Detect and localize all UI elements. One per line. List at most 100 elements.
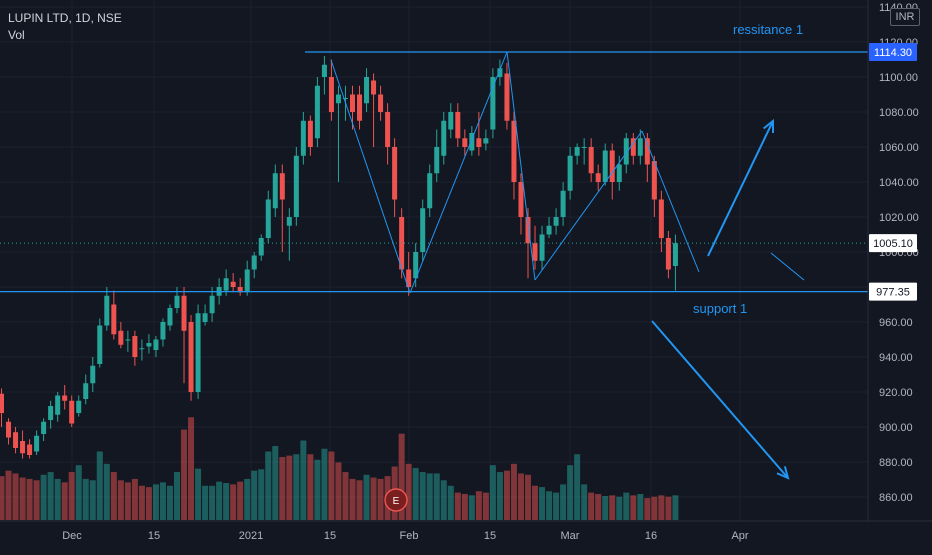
candle[interactable] [420, 199, 426, 261]
candle[interactable] [378, 85, 384, 121]
candle[interactable] [160, 318, 166, 347]
candle[interactable] [595, 164, 601, 191]
candle[interactable] [357, 85, 363, 130]
candle[interactable] [504, 63, 510, 130]
candle[interactable] [644, 133, 650, 182]
candle[interactable] [518, 173, 524, 235]
candle[interactable] [567, 147, 573, 200]
candle[interactable] [139, 339, 145, 361]
candle[interactable] [272, 164, 278, 218]
candle[interactable] [111, 290, 117, 340]
candle[interactable] [483, 129, 489, 151]
candle[interactable] [511, 112, 517, 200]
candle[interactable] [328, 59, 334, 121]
candle[interactable] [286, 208, 292, 261]
candle[interactable] [13, 427, 19, 454]
candle[interactable] [665, 231, 671, 279]
candle[interactable] [392, 138, 398, 217]
candle[interactable] [399, 208, 405, 279]
candle[interactable] [195, 304, 201, 400]
pattern-line-5[interactable] [641, 130, 700, 273]
candle[interactable] [364, 68, 370, 112]
symbol-title[interactable]: LUPIN LTD, 1D, NSE [8, 11, 122, 25]
candle[interactable] [83, 374, 89, 405]
pattern-line-4[interactable] [534, 130, 643, 281]
currency-badge[interactable]: INR [890, 8, 920, 26]
candle[interactable] [658, 190, 664, 252]
candle[interactable] [251, 252, 257, 279]
earnings-marker[interactable] [384, 488, 408, 512]
candle[interactable] [55, 392, 61, 422]
candle[interactable] [300, 112, 306, 165]
candle[interactable] [609, 143, 615, 200]
candle[interactable] [539, 225, 545, 270]
candle[interactable] [97, 318, 103, 368]
candle[interactable] [62, 385, 68, 410]
pattern-line-2[interactable] [409, 51, 508, 294]
candle[interactable] [307, 115, 313, 156]
candle[interactable] [209, 287, 215, 322]
candle[interactable] [476, 112, 482, 156]
bullish-arrow[interactable] [707, 120, 774, 257]
candle[interactable] [469, 126, 475, 156]
candle[interactable] [258, 234, 264, 261]
candle[interactable] [651, 155, 657, 217]
candle[interactable] [335, 85, 341, 182]
candle[interactable] [385, 103, 391, 165]
candle[interactable] [434, 129, 440, 183]
candle[interactable] [462, 129, 468, 156]
candle[interactable] [76, 395, 82, 417]
candle[interactable] [553, 208, 559, 235]
candle[interactable] [41, 418, 47, 441]
candle[interactable] [118, 322, 124, 349]
candle[interactable] [125, 330, 131, 352]
candle[interactable] [448, 103, 454, 139]
candle[interactable] [546, 217, 552, 238]
candle[interactable] [279, 164, 285, 253]
candle[interactable] [490, 68, 496, 139]
candle[interactable] [581, 138, 587, 165]
candle[interactable] [90, 357, 96, 392]
candle[interactable] [265, 190, 271, 244]
candle[interactable] [6, 418, 12, 445]
candle[interactable] [237, 278, 243, 296]
candle[interactable] [455, 103, 461, 147]
bearish-arrow[interactable] [651, 320, 789, 479]
candle[interactable] [602, 143, 608, 186]
candle[interactable] [27, 439, 33, 459]
pattern-line-1[interactable] [330, 59, 411, 294]
short-trend-line[interactable] [770, 252, 805, 281]
candle[interactable] [293, 147, 299, 226]
candle[interactable] [202, 304, 208, 326]
candle[interactable] [497, 59, 503, 86]
candle[interactable] [34, 430, 40, 456]
candle[interactable] [616, 155, 622, 191]
candle[interactable] [371, 73, 377, 148]
candle[interactable] [637, 129, 643, 165]
candle[interactable] [532, 225, 538, 270]
candle[interactable] [153, 336, 159, 357]
candle[interactable] [560, 182, 566, 226]
candle[interactable] [230, 273, 236, 293]
candle[interactable] [321, 56, 327, 95]
candle[interactable] [630, 133, 636, 165]
candle[interactable] [146, 334, 152, 354]
candle[interactable] [672, 234, 678, 291]
candle[interactable] [167, 304, 173, 331]
candle[interactable] [48, 400, 54, 429]
pattern-line-3[interactable] [506, 51, 536, 281]
candle[interactable] [574, 143, 580, 165]
candle[interactable] [314, 77, 320, 147]
candle[interactable] [441, 112, 447, 165]
candle[interactable] [181, 287, 187, 384]
candle[interactable] [20, 430, 26, 459]
candle[interactable] [132, 330, 138, 366]
candle[interactable] [427, 164, 433, 218]
candle[interactable] [188, 315, 194, 401]
candle[interactable] [69, 395, 75, 428]
candle[interactable] [244, 260, 250, 296]
candle[interactable] [588, 138, 594, 182]
candle[interactable] [104, 287, 110, 331]
